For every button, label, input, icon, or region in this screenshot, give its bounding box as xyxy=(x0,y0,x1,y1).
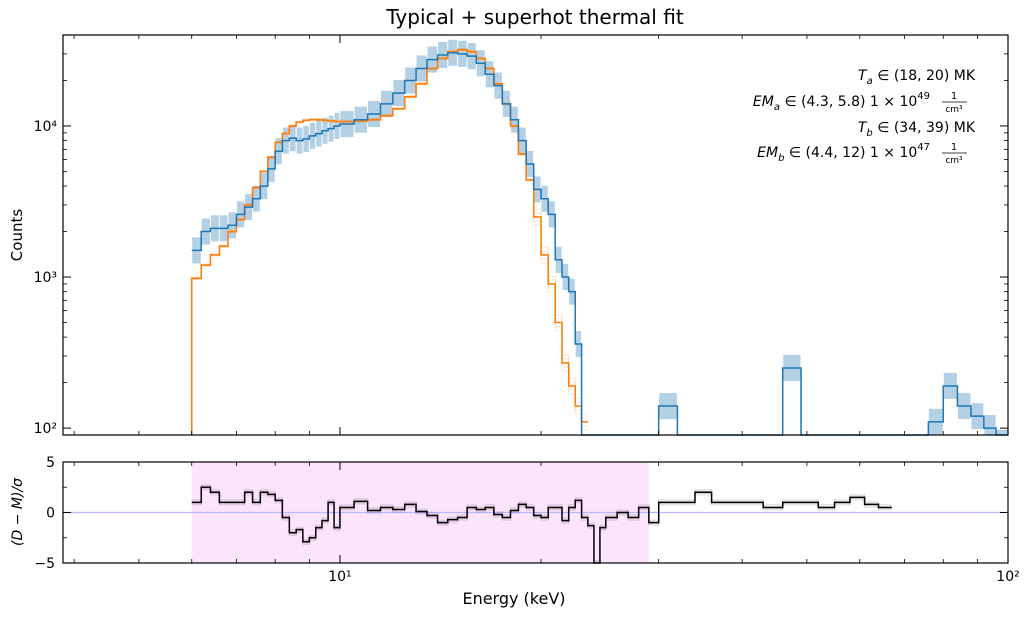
param-ema-unit-den: cm³ xyxy=(945,105,963,115)
model-series-line xyxy=(190,48,588,435)
param-emb-unit-den: cm³ xyxy=(945,156,963,166)
residual-series-line xyxy=(191,486,892,564)
x-tick-label: 10² xyxy=(996,569,1019,585)
param-ta: Ta ∈ (18, 20) MK xyxy=(858,68,976,87)
data-uncertainty-bar xyxy=(984,415,996,435)
param-ema-unit-num: 1 xyxy=(951,91,957,102)
counts-y-axis-label: Counts xyxy=(8,209,26,262)
counts-y-ticks: 10² 10³ 10⁴ xyxy=(34,34,1008,437)
residual-y-tick-label: 0 xyxy=(46,506,55,522)
residual-panel: 5 0 −5 10¹ 10² (D − M)/σ Energy (keV) xyxy=(10,455,1020,608)
data-uncertainty-bar xyxy=(996,429,1008,435)
chart-title: Typical + superhot thermal fit xyxy=(385,5,683,29)
param-ema: EMa ∈ (4.3, 5.8) 1 × 1049 xyxy=(753,91,930,113)
residual-y-tick-label: 5 xyxy=(46,455,55,471)
counts-axes-frame xyxy=(62,34,1009,436)
residual-x-ticks: 10¹ 10² xyxy=(73,462,1020,585)
y-tick-label: 10⁴ xyxy=(34,119,58,135)
residual-y-axis-label: (D − M)/σ xyxy=(10,477,26,546)
x-tick-label: 10¹ xyxy=(328,569,351,585)
param-tb: Tb ∈ (34, 39) MK xyxy=(858,120,976,139)
y-tick-label: 10² xyxy=(34,421,57,437)
param-emb: EMb ∈ (4.4, 12) 1 × 1047 xyxy=(757,142,930,164)
fit-parameters-annotation: Ta ∈ (18, 20) MK EMa ∈ (4.3, 5.8) 1 × 10… xyxy=(753,68,976,166)
data-series-line xyxy=(191,52,1008,436)
counts-panel: 10² 10³ 10⁴ Counts xyxy=(8,34,1009,437)
residual-y-tick-label: −5 xyxy=(34,556,55,572)
param-emb-unit-num: 1 xyxy=(951,142,957,153)
counts-x-ticks xyxy=(73,35,1009,435)
residual-y-ticks: 5 0 −5 xyxy=(34,455,1008,572)
y-tick-label: 10³ xyxy=(34,270,57,286)
x-axis-label: Energy (keV) xyxy=(462,589,565,608)
